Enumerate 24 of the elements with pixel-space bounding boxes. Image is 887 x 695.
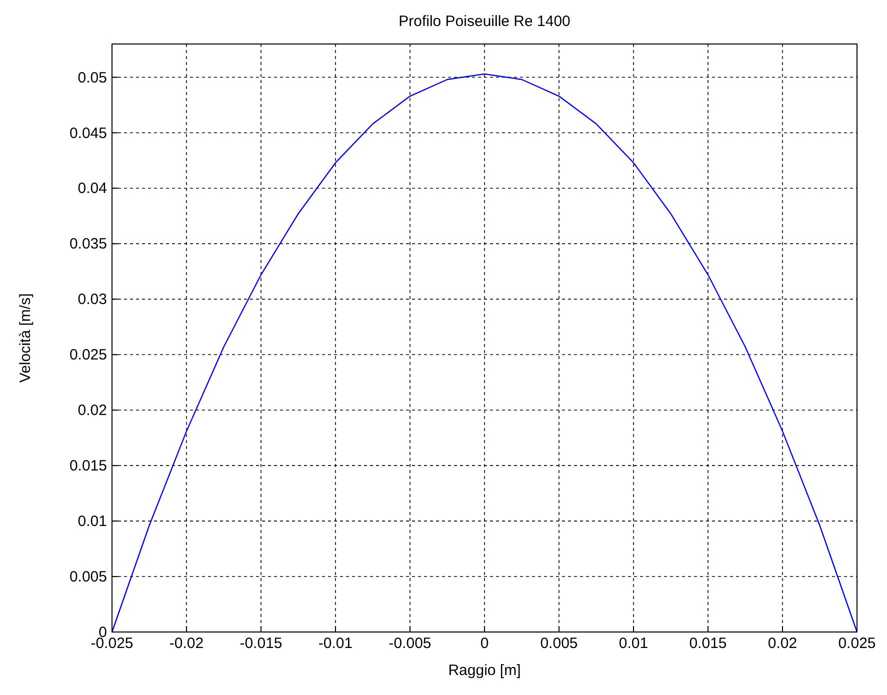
y-tick-label: 0.015 [69,458,107,475]
y-tick-label: 0.04 [78,180,107,198]
y-tick-label: 0.035 [69,236,107,253]
y-tick-label: 0.02 [78,402,107,420]
chart-title: Profilo Poiseuille Re 1400 [398,13,570,30]
y-tick-label: 0.005 [69,568,107,586]
x-tick-label: 0.01 [618,635,648,652]
y-tick-label: 0.045 [69,124,107,142]
y-tick-label: 0.05 [78,69,107,86]
x-tick-label: 0.02 [768,635,798,652]
y-tick-label: 0.01 [78,513,107,530]
x-axis-title: Raggio [m] [448,662,521,679]
y-tick-label: 0.025 [69,346,107,364]
x-tick-label: -0.015 [240,635,282,652]
x-tick-label: 0 [480,635,489,652]
x-tick-label: -0.005 [388,635,432,652]
x-tick-label: 0.015 [689,635,727,652]
x-tick-label: 0.025 [838,635,876,652]
y-axis-title: Velocità [m/s] [17,293,34,383]
y-tick-label: 0.03 [78,291,107,308]
line-series [111,73,858,633]
x-tick-label: -0.01 [318,635,353,652]
x-tick-label: -0.02 [169,635,204,652]
x-tick-label: 0.005 [540,635,578,652]
